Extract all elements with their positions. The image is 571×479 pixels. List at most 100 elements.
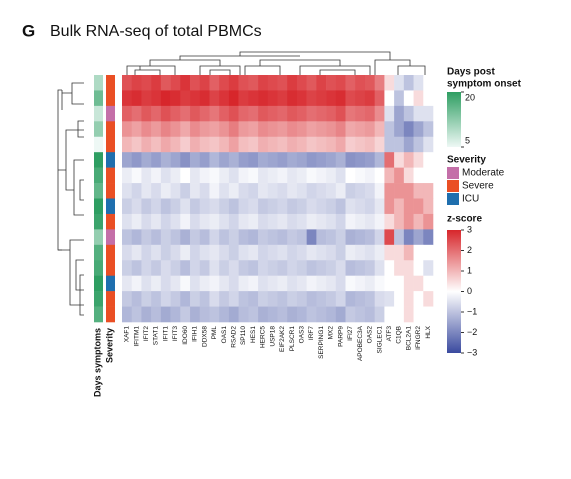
heatmap-cell — [316, 75, 327, 91]
heatmap-cell — [384, 75, 395, 91]
heatmap-cell — [355, 90, 366, 107]
heatmap-cell — [326, 121, 337, 138]
heatmap-cell — [384, 136, 395, 153]
heatmap-cell — [306, 90, 317, 107]
heatmap-cell — [199, 90, 210, 107]
heatmap-cell — [180, 291, 191, 307]
heatmap-cell — [248, 229, 259, 246]
heatmap-cell — [248, 167, 259, 184]
heatmap-cell — [364, 275, 375, 292]
column-label: DDX58 — [201, 326, 208, 347]
heatmap-cell — [141, 121, 152, 138]
heatmap-cell — [394, 167, 405, 184]
column-label: PARP9 — [337, 326, 344, 347]
heatmap-cell — [267, 167, 278, 184]
heatmap-cell — [335, 198, 346, 215]
heatmap-cell — [345, 75, 356, 91]
heatmap-cell — [180, 75, 191, 91]
heatmap-cell — [248, 260, 259, 276]
heatmap-cell — [238, 229, 249, 246]
heatmap-cell — [170, 213, 181, 230]
heatmap-cell — [190, 90, 201, 107]
heatmap-cell — [151, 244, 162, 261]
days-cell — [94, 291, 103, 307]
heatmap-cell — [296, 152, 307, 168]
heatmap-cell — [238, 105, 249, 122]
heatmap-cell — [151, 105, 162, 122]
heatmap-cell — [141, 275, 152, 292]
column-label: OAS1 — [221, 326, 228, 344]
heatmap-cell — [131, 198, 142, 215]
heatmap-cell — [248, 306, 259, 323]
heatmap-cell — [228, 198, 239, 215]
heatmap-cell — [248, 198, 259, 215]
heatmap-cell — [170, 260, 181, 276]
heatmap-cell — [248, 136, 259, 153]
heatmap-cell — [384, 229, 395, 246]
heatmap-cell — [228, 244, 239, 261]
heatmap-cell — [160, 213, 171, 230]
heatmap-cell — [267, 198, 278, 215]
heatmap-cell — [219, 90, 230, 107]
days-cell — [94, 75, 103, 91]
heatmap-cell — [209, 291, 220, 307]
heatmap-cell — [345, 213, 356, 230]
heatmap-cell — [335, 152, 346, 168]
heatmap-cell — [374, 275, 385, 292]
heatmap-cell — [141, 291, 152, 307]
heatmap-cell — [287, 244, 298, 261]
heatmap-cell — [151, 229, 162, 246]
heatmap-cell — [287, 291, 298, 307]
heatmap-cell — [364, 152, 375, 168]
heatmap-cell — [131, 152, 142, 168]
heatmap-cell — [277, 260, 288, 276]
heatmap-cell — [122, 213, 133, 230]
heatmap-cell — [122, 306, 133, 323]
z-legend-title: z-score — [447, 214, 482, 225]
heatmap-cell — [122, 275, 133, 292]
heatmap-cell — [413, 167, 424, 184]
heatmap-cell — [180, 183, 191, 199]
heatmap-cell — [199, 198, 210, 215]
heatmap-cell — [403, 90, 414, 107]
heatmap-cell — [151, 260, 162, 276]
heatmap-cell — [228, 121, 239, 138]
heatmap-cell — [228, 152, 239, 168]
heatmap-cell — [384, 198, 395, 215]
heatmap-cell — [306, 306, 317, 323]
heatmap-cell — [355, 229, 366, 246]
heatmap-cell — [160, 260, 171, 276]
heatmap-cell — [326, 75, 337, 91]
heatmap-cell — [374, 90, 385, 107]
heatmap-cell — [413, 90, 424, 107]
days-cell — [94, 167, 103, 184]
heatmap-cell — [326, 198, 337, 215]
severity-cell — [106, 121, 115, 138]
days-legend-title: symptom onset — [447, 79, 522, 90]
heatmap-cell — [355, 136, 366, 153]
z-colorbar — [447, 230, 461, 353]
severity-cell — [106, 75, 115, 91]
heatmap-cell — [248, 152, 259, 168]
heatmap-cell — [364, 306, 375, 323]
heatmap-cell — [170, 167, 181, 184]
heatmap-cell — [384, 213, 395, 230]
heatmap-cell — [316, 229, 327, 246]
heatmap-cell — [335, 306, 346, 323]
heatmap-cell — [160, 306, 171, 323]
heatmap-cell — [228, 275, 239, 292]
heatmap-cell — [219, 136, 230, 153]
column-label: MX2 — [328, 326, 335, 340]
heatmap-cell — [403, 136, 414, 153]
heatmap-cell — [364, 260, 375, 276]
heatmap-cell — [335, 229, 346, 246]
heatmap-cell — [151, 275, 162, 292]
heatmap-cell — [287, 275, 298, 292]
heatmap-cell — [170, 183, 181, 199]
heatmap-cell — [190, 229, 201, 246]
heatmap-cell — [364, 136, 375, 153]
heatmap-cell — [374, 105, 385, 122]
heatmap-cell — [122, 167, 133, 184]
heatmap-cell — [384, 275, 395, 292]
z-tick-label: 3 — [467, 224, 472, 234]
